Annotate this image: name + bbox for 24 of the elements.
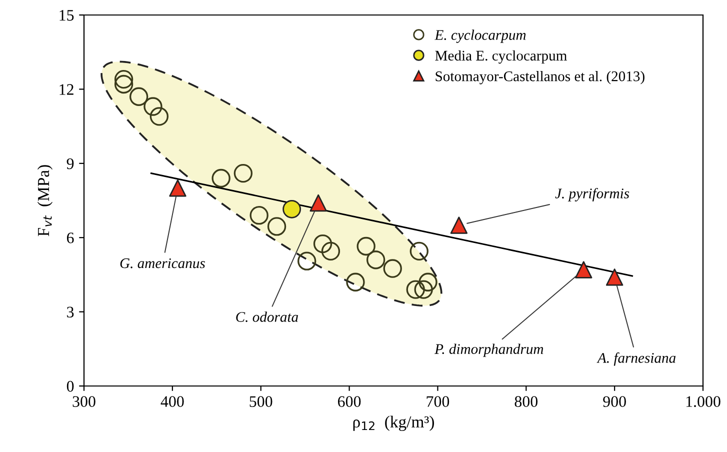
y-tick-label: 6 bbox=[66, 232, 74, 244]
x-tick-label: 800 bbox=[514, 396, 538, 407]
x-tick-label: 900 bbox=[603, 396, 626, 407]
y-tick-label: 3 bbox=[67, 306, 74, 318]
y-tick-label: 9 bbox=[66, 158, 74, 170]
y-axis-title: F$_{vt}$ (MPa) bbox=[37, 165, 53, 236]
annotation: J. pyriformis bbox=[555, 188, 630, 202]
legend-label: Media E. cyclocarpum bbox=[435, 50, 567, 64]
legend-label: E. cyclocarpum bbox=[434, 30, 526, 43]
x-tick-label: 500 bbox=[250, 396, 272, 407]
y-tick-label: 12 bbox=[60, 84, 74, 95]
y-tick-label: 15 bbox=[60, 10, 74, 21]
legend-label: Sotomayor-Castellanos et al. (2013) bbox=[436, 70, 644, 84]
annotation: P. dimorphandrum bbox=[434, 344, 544, 357]
annotation: C. odorata bbox=[236, 312, 298, 322]
annotation: G. americanus bbox=[120, 258, 205, 268]
x-axis-title: ρ$_{12}$ (kg/m³) bbox=[353, 416, 434, 431]
x-tick-label: 300 bbox=[72, 396, 96, 407]
x-tick-label: 600 bbox=[338, 396, 361, 407]
x-tick-label: 1.000 bbox=[686, 396, 720, 408]
x-tick-label: 700 bbox=[426, 396, 450, 407]
annotation: A. farnesiana bbox=[596, 352, 676, 366]
x-tick-label: 400 bbox=[160, 396, 184, 407]
y-tick-label: 0 bbox=[66, 380, 74, 392]
